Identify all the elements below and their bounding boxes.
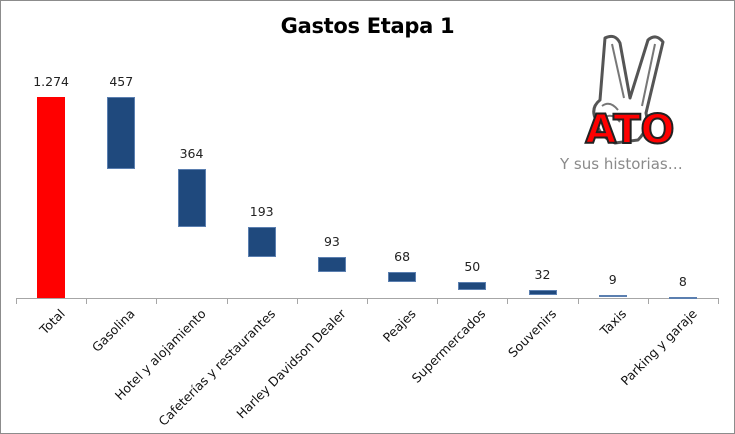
peace-hand-logo-icon: ATO	[584, 34, 676, 154]
data-label: 32	[534, 267, 551, 283]
axis-tick	[577, 298, 579, 304]
logo-text: ATO	[585, 107, 674, 153]
axis-tick	[367, 298, 368, 304]
bar-step	[107, 97, 136, 170]
data-label: 193	[249, 203, 274, 219]
data-label: 457	[109, 74, 134, 89]
data-label: 1.274	[33, 74, 69, 89]
bar-step	[668, 296, 697, 299]
bar-step	[528, 290, 557, 296]
axis-tick	[647, 298, 649, 304]
data-label: 68	[394, 248, 411, 264]
category-label: Taxis	[596, 306, 629, 339]
bar-step	[598, 295, 627, 298]
data-label: 364	[179, 146, 204, 162]
data-label: 93	[323, 233, 340, 249]
category-label: Cafeterías y restaurantes	[155, 306, 278, 429]
axis-tick	[156, 298, 158, 304]
axis-tick	[718, 298, 719, 304]
bar-step	[177, 169, 206, 227]
category-label: Gasolina	[89, 306, 138, 355]
axis-tick	[437, 298, 439, 304]
category-label: Souvenirs	[504, 306, 559, 361]
bar-step	[247, 226, 276, 257]
axis-tick	[226, 298, 228, 304]
data-label: 8	[678, 273, 687, 289]
bar-step	[388, 271, 417, 283]
bar-step	[458, 282, 487, 291]
axis-tick	[507, 298, 509, 304]
bar-total	[37, 97, 66, 298]
category-label: Total	[36, 306, 68, 338]
data-label: 50	[464, 259, 481, 275]
bar-step	[317, 256, 346, 272]
category-label: Parking y garaje	[617, 306, 700, 389]
data-label: 9	[608, 272, 617, 288]
chart-title: Gastos Etapa 1	[280, 14, 455, 38]
category-label: Peajes	[379, 306, 419, 345]
category-label: Supermercados	[408, 306, 489, 386]
axis-tick	[86, 298, 88, 304]
axis-tick	[16, 298, 17, 304]
logo-slogan: Y sus historias…	[560, 155, 683, 173]
axis-tick	[296, 298, 298, 304]
